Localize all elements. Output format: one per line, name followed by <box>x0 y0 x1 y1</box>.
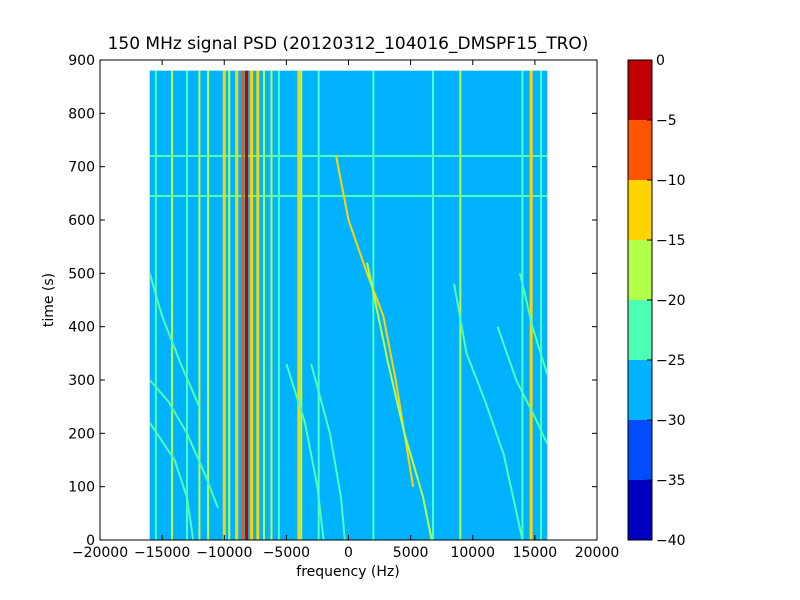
x-tick-label: 15000 <box>513 545 558 561</box>
x-tick-label: −5000 <box>263 545 310 561</box>
colorbar-segment <box>628 180 652 240</box>
colorbar-tick-label: −35 <box>656 473 686 489</box>
colorbar-tick-label: −20 <box>656 293 686 309</box>
x-axis-label: frequency (Hz) <box>296 564 399 580</box>
y-tick-label: 800 <box>68 106 95 122</box>
doppler-sweep-trace <box>148 379 219 509</box>
colorbar: −40 −35 −30 −25 −20 −15 −10 −5 0 <box>627 53 686 549</box>
doppler-sweep-trace <box>148 273 201 408</box>
colorbar-segment <box>628 240 652 300</box>
y-tick-label: 400 <box>68 320 95 336</box>
doppler-sweep-trace <box>366 262 433 541</box>
doppler-sweep-trace <box>519 273 549 375</box>
doppler-sweep-trace <box>453 283 524 541</box>
colorbar-tick-label: 0 <box>656 53 665 69</box>
colorbar-tick-label: −10 <box>656 173 686 189</box>
doppler-sweep-trace <box>285 363 325 541</box>
y-axis-label: time (s) <box>41 273 57 327</box>
y-axis-ticks: 0 100 200 300 400 500 600 700 800 900 <box>68 53 597 549</box>
x-tick-label: −20000 <box>72 545 128 561</box>
y-tick-label: 100 <box>68 480 95 496</box>
psd-background-region <box>149 70 548 541</box>
doppler-sweep-trace <box>496 326 549 445</box>
y-tick-label: 900 <box>68 53 95 69</box>
x-tick-label: 10000 <box>450 545 495 561</box>
y-tick-label: 500 <box>68 266 95 282</box>
colorbar-tick-label: −5 <box>656 113 677 129</box>
y-tick-label: 0 <box>86 533 95 549</box>
y-tick-label: 700 <box>68 160 95 176</box>
y-tick-label: 300 <box>68 373 95 389</box>
colorbar-segment <box>628 120 652 180</box>
colorbar-tick-label: −25 <box>656 353 686 369</box>
colorbar-segment <box>628 480 652 540</box>
colorbar-segment <box>628 300 652 360</box>
doppler-sweep-trace <box>310 363 346 541</box>
x-tick-label: 20000 <box>575 545 620 561</box>
doppler-sweep-trace <box>148 422 195 541</box>
colorbar-segment <box>628 420 652 480</box>
y-tick-label: 600 <box>68 213 95 229</box>
heatmap-plot <box>148 70 549 541</box>
x-tick-label: −10000 <box>196 545 252 561</box>
x-axis-ticks: −20000 −15000 −10000 −5000 0 5000 10000 15000 20… <box>72 60 619 561</box>
colorbar-segment <box>628 60 652 120</box>
y-tick-label: 200 <box>68 426 95 442</box>
colorbar-tick-label: −40 <box>656 533 686 549</box>
colorbar-tick-label: −15 <box>656 233 686 249</box>
x-tick-label: 0 <box>344 545 353 561</box>
colorbar-tick-label: −30 <box>656 413 686 429</box>
x-tick-label: −15000 <box>134 545 190 561</box>
x-tick-label: 5000 <box>393 545 429 561</box>
chart-title: 150 MHz signal PSD (20120312_104016_DMSP… <box>108 34 589 54</box>
colorbar-segment <box>628 360 652 420</box>
